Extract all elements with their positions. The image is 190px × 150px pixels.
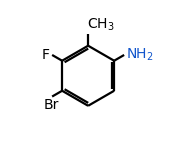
Text: Br: Br bbox=[43, 98, 59, 112]
Text: CH$_3$: CH$_3$ bbox=[87, 17, 115, 33]
Text: NH$_2$: NH$_2$ bbox=[127, 47, 154, 63]
Text: F: F bbox=[42, 48, 50, 62]
